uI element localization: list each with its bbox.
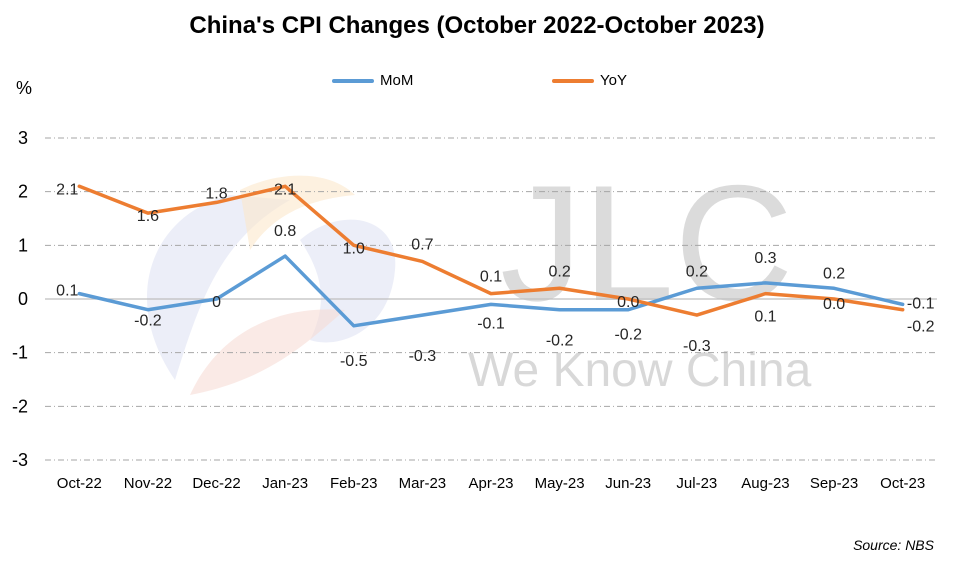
data-label-mom-1: -0.2 xyxy=(134,313,162,330)
data-label-yoy-10: 0.1 xyxy=(754,309,776,326)
data-label-yoy-4: 1.0 xyxy=(343,240,365,257)
data-label-yoy-0: 2.1 xyxy=(56,181,78,198)
data-label-mom-0: 0.1 xyxy=(56,283,78,300)
y-tick-label-6: -3 xyxy=(12,450,28,470)
x-tick-label-11: Sep-23 xyxy=(810,475,858,492)
data-label-yoy-5: 0.7 xyxy=(411,236,433,253)
x-tick-label-4: Feb-23 xyxy=(330,475,378,492)
data-label-mom-2: 0 xyxy=(212,294,221,311)
source-note: Source: NBS xyxy=(853,537,934,553)
data-label-mom-5: -0.3 xyxy=(409,348,437,365)
legend-item-mom: MoM xyxy=(332,72,413,89)
x-tick-label-7: May-23 xyxy=(535,475,585,492)
x-tick-label-5: Mar-23 xyxy=(399,475,447,492)
data-label-mom-4: -0.5 xyxy=(340,353,368,370)
data-label-yoy-9: -0.3 xyxy=(683,338,711,355)
legend-label-yoy: YoY xyxy=(600,72,627,89)
chart-title: China's CPI Changes (October 2022-Octobe… xyxy=(189,12,765,39)
data-label-mom-12: -0.1 xyxy=(907,295,935,312)
data-label-mom-11: 0.2 xyxy=(823,265,845,282)
x-tick-label-8: Jun-23 xyxy=(605,475,651,492)
data-label-yoy-6: 0.1 xyxy=(480,269,502,286)
x-tick-label-3: Jan-23 xyxy=(262,475,308,492)
x-tick-label-0: Oct-22 xyxy=(57,475,102,492)
legend-item-yoy: YoY xyxy=(552,72,627,89)
data-label-yoy-1: 1.6 xyxy=(137,208,159,225)
legend-swatch-yoy xyxy=(552,78,594,83)
data-label-yoy-3: 2.1 xyxy=(274,181,296,198)
y-tick-label-5: -2 xyxy=(12,396,28,416)
y-tick-label-3: 0 xyxy=(18,289,28,309)
legend-label-mom: MoM xyxy=(380,72,414,89)
legend-swatch-mom xyxy=(332,78,374,83)
data-label-mom-7: -0.2 xyxy=(546,333,574,350)
data-label-yoy-2: 1.8 xyxy=(205,185,227,202)
x-tick-label-10: Aug-23 xyxy=(741,475,789,492)
data-label-mom-8: -0.2 xyxy=(614,327,642,344)
x-tick-label-2: Dec-22 xyxy=(192,475,240,492)
jlc-watermark-logo: JLC We Know China xyxy=(146,151,812,397)
data-label-mom-10: 0.3 xyxy=(754,250,776,267)
data-label-yoy-7: 0.2 xyxy=(548,263,570,280)
data-label-mom-6: -0.1 xyxy=(477,315,505,332)
y-tick-label-2: 1 xyxy=(18,235,28,255)
x-tick-label-1: Nov-22 xyxy=(124,475,172,492)
data-label-yoy-12: -0.2 xyxy=(907,319,935,336)
y-tick-label-0: 3 xyxy=(18,128,28,148)
x-tick-label-9: Jul-23 xyxy=(676,475,717,492)
y-tick-label-1: 2 xyxy=(18,182,28,202)
data-label-mom-3: 0.8 xyxy=(274,223,296,240)
data-label-mom-9: 0.2 xyxy=(686,263,708,280)
x-tick-label-6: Apr-23 xyxy=(468,475,513,492)
data-label-yoy-11: 0.0 xyxy=(823,296,845,313)
series-line-mom xyxy=(77,254,905,328)
y-tick-label-4: -1 xyxy=(12,343,28,363)
watermark-slogan: We Know China xyxy=(468,344,812,397)
y-axis-unit: % xyxy=(16,78,33,98)
x-tick-label-12: Oct-23 xyxy=(880,475,925,492)
data-label-yoy-8: 0.0 xyxy=(617,294,639,311)
series-line-yoy xyxy=(77,184,905,317)
